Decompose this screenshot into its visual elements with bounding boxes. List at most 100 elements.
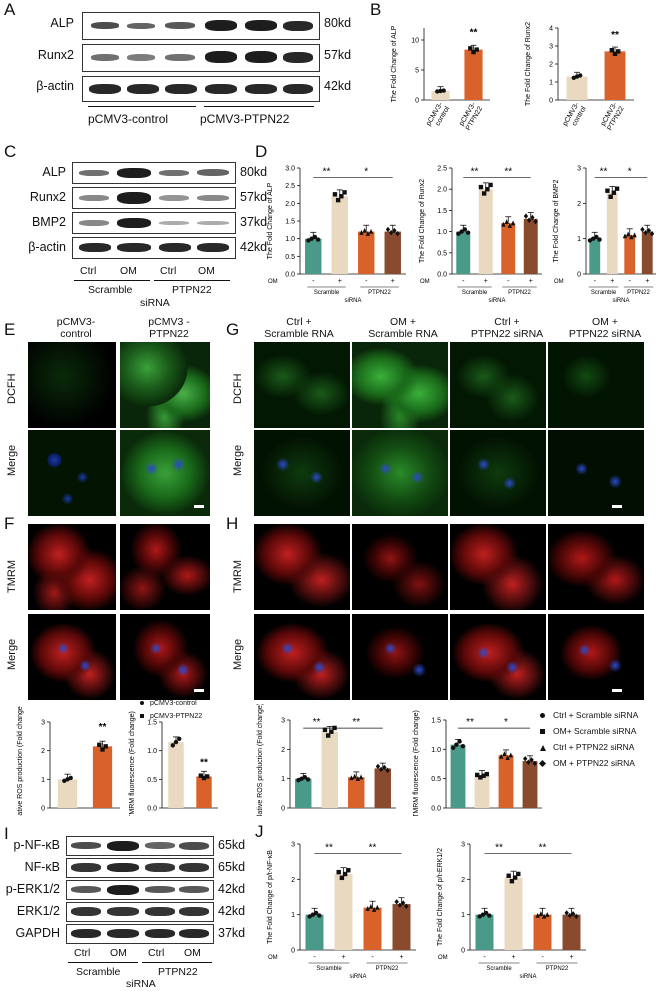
chart-data-point (640, 226, 645, 233)
chart-data-point (302, 775, 308, 780)
chart-bar (501, 223, 516, 274)
micro-g-dcfh-3 (450, 342, 546, 428)
chart-data-point (611, 190, 617, 195)
blot-a-group-line-2 (204, 106, 314, 107)
blot-c-label-alp: ALP (42, 165, 66, 179)
chart-sig-star: ** (495, 842, 503, 853)
chart-om-sign: - (313, 954, 316, 961)
micro-h-tmrm-1 (254, 524, 350, 610)
blot-i-sirna: siRNA (126, 978, 156, 990)
chart-om-sign: + (645, 278, 649, 285)
chart-sig-star: ** (611, 30, 619, 41)
micro-h-tmrm-3 (450, 524, 546, 610)
micro-e-col-ptpn22: pCMV3 - PTPN22 (148, 316, 190, 340)
blot-i-label-perk: p-ERK1/2 (5, 882, 60, 896)
chart-data-point (538, 911, 544, 916)
chart-ylabel: The Fold Change of BMP2 (553, 179, 560, 262)
chart-data-point (614, 186, 620, 191)
blot-c-group-line-2 (154, 280, 230, 281)
chart-ylabel: TMRM fluorescence (Fold change) (413, 710, 420, 816)
chart-group-ptpn22: PTPN22 (546, 966, 569, 972)
chart-om-sign: - (462, 278, 465, 285)
blot-c-kd-alp: 80kd (240, 165, 268, 179)
blot-c-lane-1: Ctrl (80, 265, 97, 277)
blot-i-lane-2: OM (110, 947, 127, 959)
chart-tick-label: 1 (281, 776, 285, 783)
micro-g-row-merge: Merge (232, 444, 244, 476)
chart-data-point (612, 51, 618, 57)
chart-bar (348, 777, 365, 808)
micro-e-merge-ptpn22 (120, 430, 210, 516)
chart-tick-label: 2 (281, 747, 285, 754)
chart-data-point (480, 912, 486, 917)
chart-data-point (597, 237, 602, 242)
chart-data-point (590, 236, 596, 241)
chart-tick-label: 1.0 (147, 748, 157, 755)
chart-bar (295, 778, 312, 808)
micro-h-merge-2 (352, 614, 448, 700)
micro-f-tmrm-control (28, 524, 116, 610)
chart-sirna-label: siRNA (519, 974, 536, 980)
chart-data-point (507, 222, 513, 228)
chart-tick-label: 0 (291, 948, 295, 955)
chart-x-tick-label: pCMV3-PTPN22 (458, 101, 485, 132)
scale-bar-f (194, 689, 204, 692)
chart-om-sign: - (629, 278, 632, 285)
chart-om-sign: + (338, 278, 342, 285)
chart-data-point (349, 775, 354, 781)
chart-om-label: OM (438, 955, 448, 961)
chart-sig-star: ** (200, 757, 208, 768)
chart-data-point (485, 187, 490, 192)
blot-i-perk-strip (66, 880, 214, 900)
chart-tick-label: 4 (549, 26, 553, 33)
chart-data-point (378, 766, 384, 773)
micro-e-merge-control (28, 430, 116, 516)
chart-om-label: OM (268, 279, 278, 285)
chart-data-point (523, 756, 528, 762)
chart-x-tick-label: pCMV3-control (562, 101, 588, 131)
chart-sig-star: ** (539, 842, 547, 853)
chart-h-ros: Relative ROS production (Fold change) 0 1 2… (257, 704, 396, 816)
chart-bar (168, 742, 184, 808)
chart-sig-star: ** (352, 717, 360, 728)
chart-data-point (523, 213, 529, 219)
micro-f-merge-control (28, 614, 116, 700)
blot-a-runx2-strip (82, 44, 320, 72)
chart-data-point (462, 227, 468, 232)
panel-letter-a: A (4, 0, 16, 19)
chart-f-ros: Relative ROS production (Fold change) 0 1 2… (17, 706, 120, 816)
panel-letter-g: G (226, 320, 240, 339)
chart-data-point (68, 775, 73, 781)
blot-i-label-erk: ERK1/2 (16, 904, 60, 918)
chart-data-point (478, 184, 484, 190)
chart-data-point (468, 46, 473, 51)
blot-a-group-line-1 (88, 106, 196, 107)
chart-tick-label: 0.5 (147, 777, 157, 784)
chart-data-point (352, 773, 357, 779)
micro-g-merge-1 (254, 430, 350, 516)
chart-om-sign: - (365, 278, 368, 285)
chart-tick-label: 1 (291, 912, 295, 919)
chart-data-point (504, 219, 509, 225)
micro-g-row-dcfh: DCFH (232, 373, 244, 404)
chart-bar (384, 231, 401, 274)
panel-letter-f: F (4, 514, 15, 533)
legend-oe-marker-2 (140, 714, 144, 719)
chart-tick-label: 2.5 (437, 166, 447, 173)
chart-tick-label: 2.0 (285, 201, 295, 208)
chart-data-point (502, 751, 507, 757)
chart-data-point (459, 229, 464, 234)
chart-bar (566, 76, 588, 100)
chart-bar (196, 776, 212, 808)
chart-sig-star: ** (323, 166, 331, 177)
chart-data-point (375, 904, 380, 910)
chart-data-point (475, 772, 480, 778)
micro-g-col-2: OM + Scramble RNA (368, 316, 438, 340)
legend-si-label-3: Ctrl + PTPN22 siRNA (553, 742, 635, 752)
chart-data-point (310, 912, 316, 917)
chart-bar (321, 731, 338, 808)
blot-a-label-alp: ALP (50, 16, 74, 30)
chart-data-point (365, 905, 370, 911)
chart-sirna-label: siRNA (488, 298, 505, 304)
chart-sig-star: ** (99, 722, 107, 733)
